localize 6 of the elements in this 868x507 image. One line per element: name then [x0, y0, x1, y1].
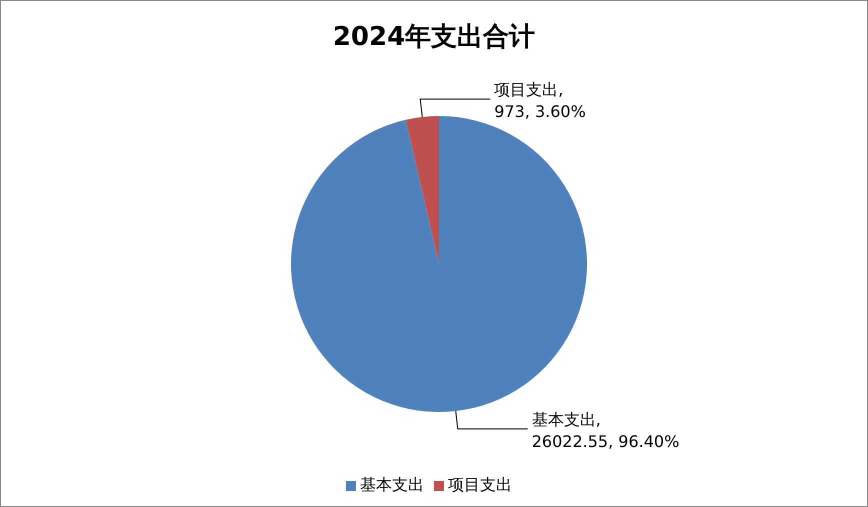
data-label: 项目支出, 973, 3.60% [494, 80, 586, 122]
legend-label: 项目支出 [448, 475, 512, 494]
pie-slice [406, 116, 439, 264]
chart-title: 2024年支出合计 [332, 21, 536, 54]
legend-label: 基本支出 [360, 475, 424, 494]
data-label: 基本支出, 26022.55, 96.40% [532, 410, 680, 451]
